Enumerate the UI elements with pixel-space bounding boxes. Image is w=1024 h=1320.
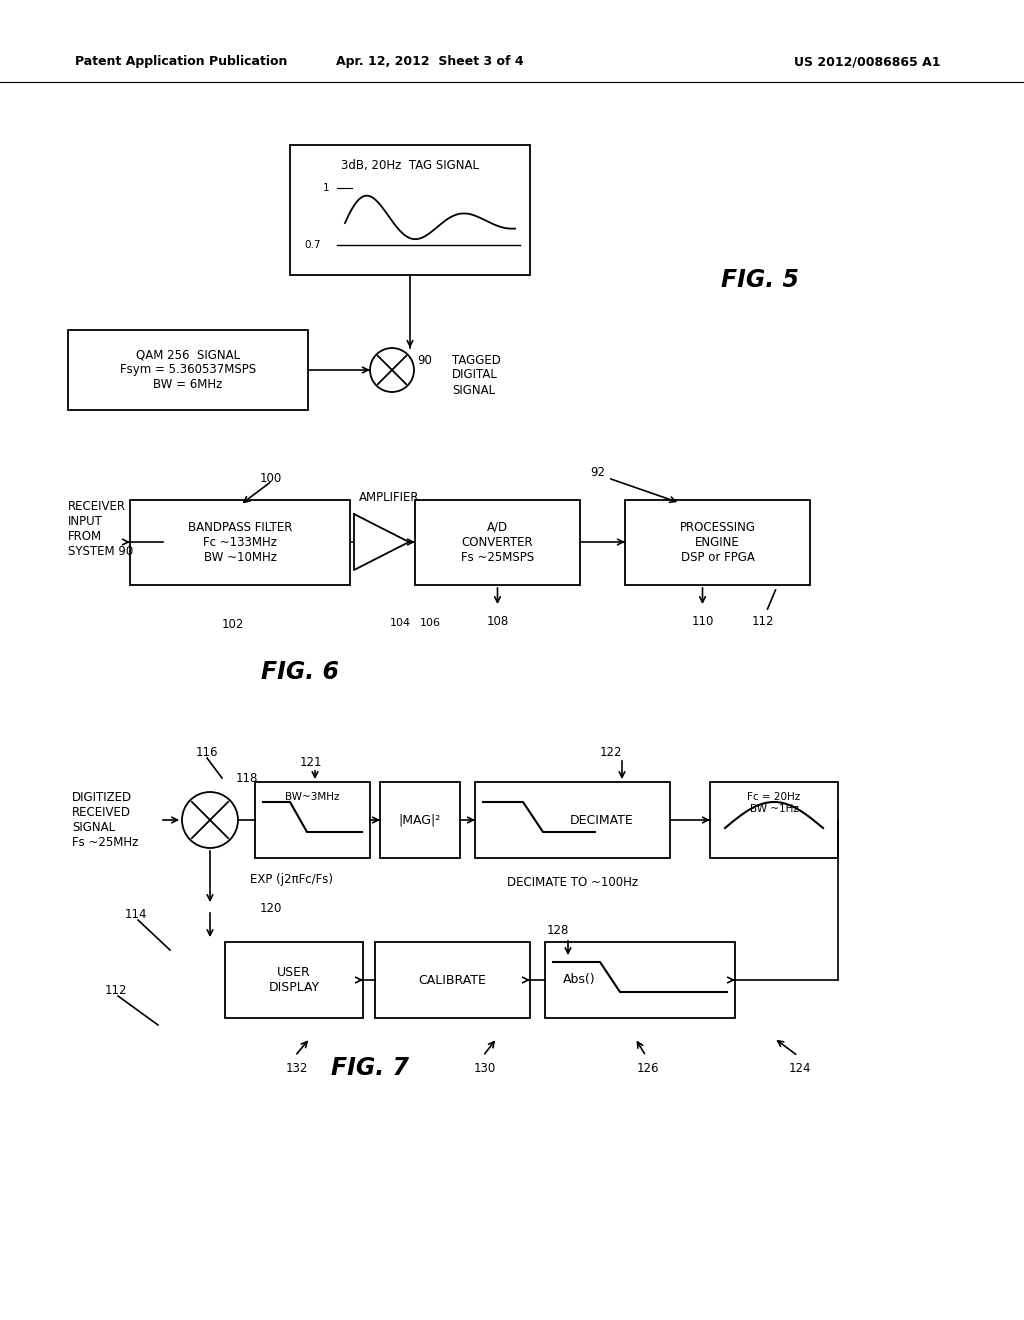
Text: FIG. 6: FIG. 6: [261, 660, 339, 684]
Text: Apr. 12, 2012  Sheet 3 of 4: Apr. 12, 2012 Sheet 3 of 4: [336, 55, 524, 69]
Text: DECIMATE: DECIMATE: [570, 813, 634, 826]
Bar: [255, 781, 370, 858]
Text: 110: 110: [691, 615, 714, 628]
Text: 104: 104: [390, 618, 411, 628]
Text: 116: 116: [196, 746, 218, 759]
Text: BW ~1Hz: BW ~1Hz: [750, 804, 799, 814]
Bar: [415, 500, 580, 585]
Text: 1: 1: [323, 183, 330, 193]
Bar: [625, 500, 810, 585]
Text: 132: 132: [286, 1063, 308, 1074]
Text: 120: 120: [260, 902, 283, 915]
Text: 3dB, 20Hz  TAG SIGNAL: 3dB, 20Hz TAG SIGNAL: [341, 158, 479, 172]
Text: Patent Application Publication: Patent Application Publication: [75, 55, 288, 69]
Text: QAM 256  SIGNAL
Fsym = 5.360537MSPS
BW = 6MHz: QAM 256 SIGNAL Fsym = 5.360537MSPS BW = …: [120, 348, 256, 392]
Text: 0.7: 0.7: [304, 240, 321, 249]
Text: 124: 124: [788, 1063, 811, 1074]
Text: 118: 118: [236, 771, 258, 784]
Text: 100: 100: [260, 471, 283, 484]
Text: 126: 126: [637, 1063, 659, 1074]
Text: US 2012/0086865 A1: US 2012/0086865 A1: [794, 55, 940, 69]
Text: PROCESSING
ENGINE
DSP or FPGA: PROCESSING ENGINE DSP or FPGA: [680, 521, 756, 564]
Text: 121: 121: [300, 755, 323, 768]
Text: 90: 90: [417, 354, 432, 367]
Circle shape: [370, 348, 414, 392]
Text: 112: 112: [105, 983, 128, 997]
Text: 130: 130: [474, 1063, 496, 1074]
Text: 106: 106: [420, 618, 441, 628]
Text: Fc = 20Hz: Fc = 20Hz: [748, 792, 801, 803]
Text: A/D
CONVERTER
Fs ~25MSPS: A/D CONVERTER Fs ~25MSPS: [461, 521, 535, 564]
Text: FIG. 7: FIG. 7: [331, 1056, 409, 1080]
Bar: [380, 781, 460, 858]
Bar: [130, 500, 350, 585]
Bar: [225, 942, 362, 1018]
Bar: [290, 145, 530, 275]
Text: 112: 112: [752, 615, 774, 628]
Text: BW~3MHz: BW~3MHz: [286, 792, 340, 803]
Text: AMPLIFIER: AMPLIFIER: [359, 491, 420, 504]
Text: USER
DISPLAY: USER DISPLAY: [268, 966, 319, 994]
Text: 114: 114: [125, 908, 147, 921]
Text: RECEIVER
INPUT
FROM
SYSTEM 90: RECEIVER INPUT FROM SYSTEM 90: [68, 500, 133, 558]
Text: 92: 92: [590, 466, 605, 479]
Bar: [710, 781, 838, 858]
Text: CALIBRATE: CALIBRATE: [419, 974, 486, 986]
Text: TAGGED
DIGITAL
SIGNAL: TAGGED DIGITAL SIGNAL: [452, 354, 501, 396]
Text: 122: 122: [600, 746, 623, 759]
Text: Abs(): Abs(): [563, 974, 596, 986]
Text: EXP (j2πFc/Fs): EXP (j2πFc/Fs): [250, 874, 333, 887]
Text: DECIMATE TO ~100Hz: DECIMATE TO ~100Hz: [507, 876, 638, 888]
Text: 108: 108: [486, 615, 509, 628]
Bar: [68, 330, 308, 411]
Bar: [375, 942, 530, 1018]
Text: DIGITIZED
RECEIVED
SIGNAL
Fs ~25MHz: DIGITIZED RECEIVED SIGNAL Fs ~25MHz: [72, 791, 138, 849]
Text: |MAG|²: |MAG|²: [399, 813, 441, 826]
Text: BANDPASS FILTER
Fc ~133MHz
BW ~10MHz: BANDPASS FILTER Fc ~133MHz BW ~10MHz: [187, 521, 292, 564]
Text: 102: 102: [222, 618, 245, 631]
Circle shape: [182, 792, 238, 847]
Bar: [475, 781, 670, 858]
Text: FIG. 5: FIG. 5: [721, 268, 799, 292]
Text: 128: 128: [547, 924, 569, 936]
Bar: [545, 942, 735, 1018]
